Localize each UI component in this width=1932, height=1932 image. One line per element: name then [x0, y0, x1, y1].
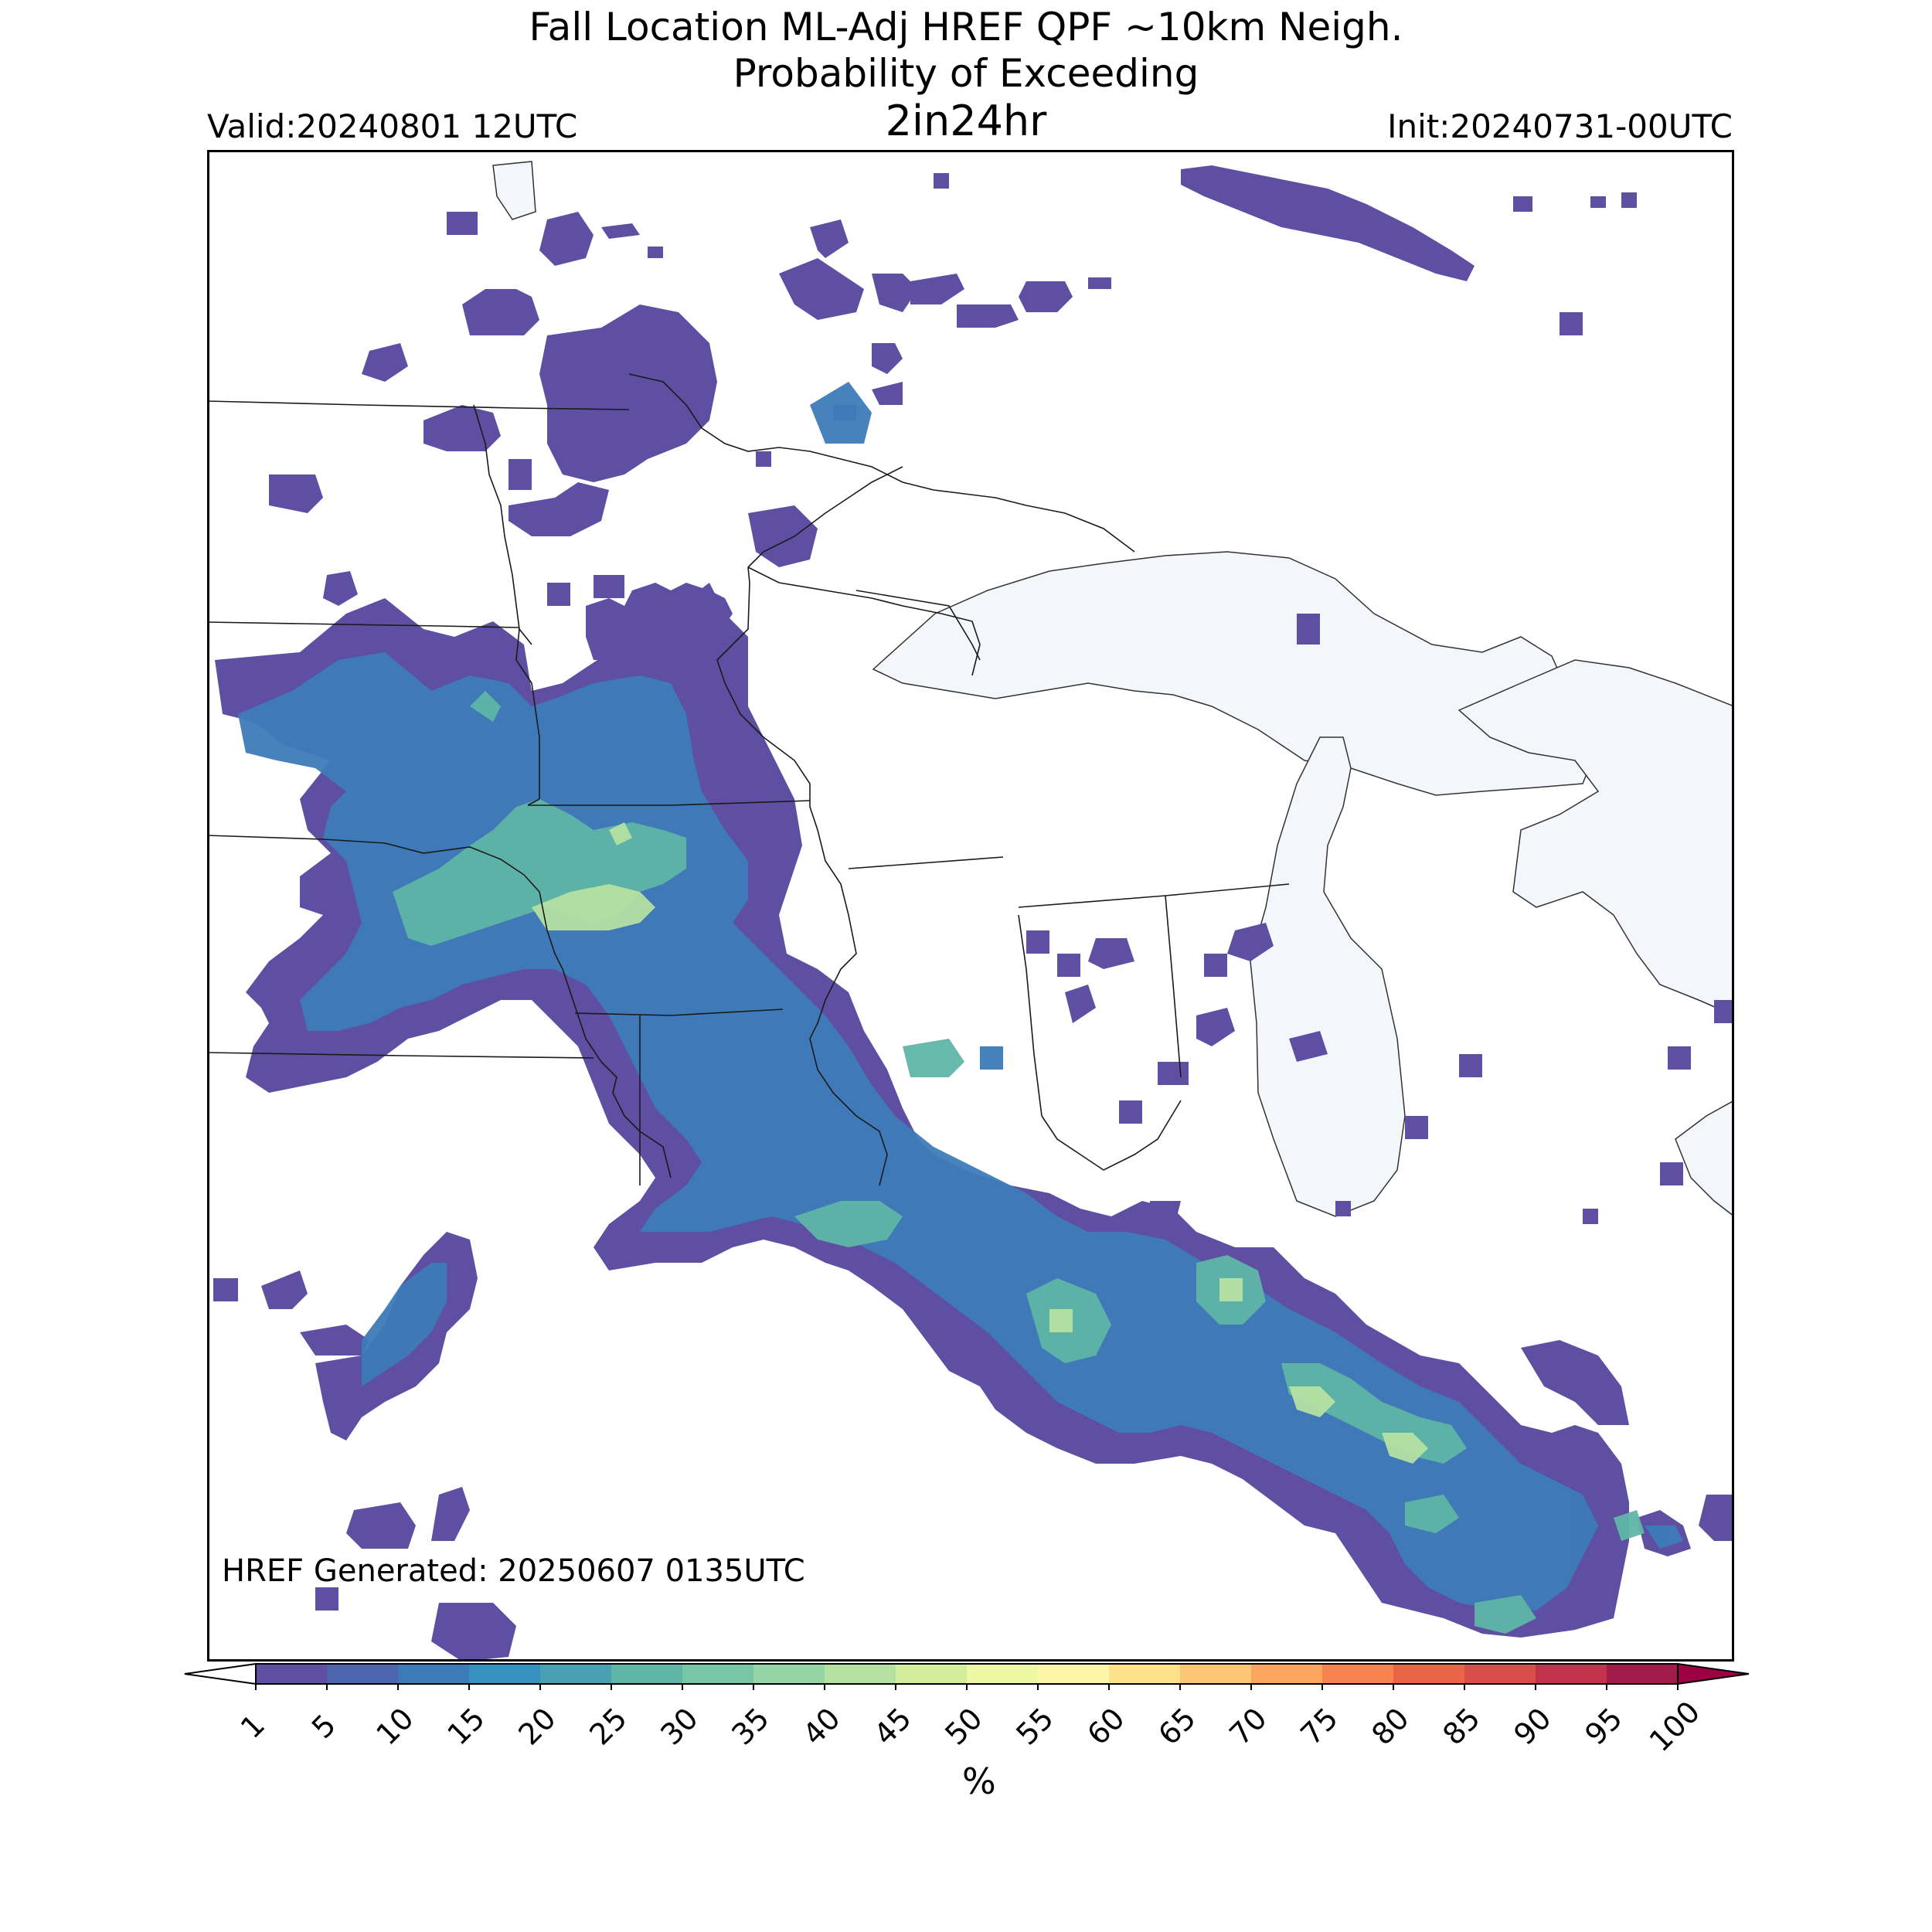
colorbar-swatch — [611, 1664, 683, 1684]
colorbar-swatch — [540, 1664, 612, 1684]
colorbar-tick-label: 95 — [1578, 1701, 1629, 1752]
lake-erie — [1675, 1100, 1734, 1217]
mn-west-border — [515, 628, 540, 799]
colorbar-swatch — [1322, 1664, 1394, 1684]
canada-us-border-east — [628, 373, 1027, 506]
red-river — [473, 404, 532, 645]
colorbar-swatch — [825, 1664, 896, 1684]
colorbar-swatch — [327, 1664, 399, 1684]
colorbar-swatch — [1251, 1664, 1323, 1684]
colorbar-swatch — [1038, 1664, 1110, 1684]
colorbar-tick-label: 45 — [867, 1701, 918, 1752]
ia-mo-border — [574, 1009, 784, 1016]
mississippi-upper — [716, 566, 857, 1039]
colorbar-swatch — [469, 1664, 541, 1684]
mi-wi-border — [747, 566, 981, 676]
colorbar-swatch — [1607, 1664, 1679, 1684]
colorbar-tick-label: 10 — [369, 1701, 420, 1752]
colorbar-swatch — [896, 1664, 968, 1684]
ne-ks-border — [207, 1052, 594, 1059]
colorbar-swatch — [1536, 1664, 1607, 1684]
nd-sd-line — [207, 621, 520, 628]
colorbar-tick-label: 50 — [938, 1701, 989, 1752]
probability-field — [213, 165, 1734, 1662]
great-lakes — [492, 161, 1734, 1217]
map-title-threshold: 2in24hr — [885, 97, 1047, 145]
missouri-river-south — [577, 1015, 672, 1179]
missouri-river — [523, 874, 579, 1016]
colorbar-tick-label: 1 — [233, 1707, 272, 1746]
colorbar-tick-label: 15 — [440, 1701, 492, 1752]
political-borders — [207, 373, 1290, 1186]
sd-ne-border — [207, 835, 525, 876]
colorbar-swatch — [753, 1664, 825, 1684]
mn-west-south — [527, 798, 540, 806]
colorbar-tick-label: 100 — [1642, 1694, 1707, 1759]
colorbar-under-extension — [184, 1662, 257, 1685]
colorbar-tick-label: 70 — [1223, 1701, 1274, 1752]
colorbar-unit-label: % — [962, 1760, 996, 1802]
valid-time-label: Valid:20240801 12UTC — [207, 107, 578, 145]
il-in-border — [1018, 914, 1043, 1117]
in-oh-border — [1165, 895, 1182, 1078]
colorbar-tick-label: 5 — [304, 1707, 343, 1746]
lake-of-the-woods — [492, 161, 536, 220]
mn-ia-border — [528, 800, 811, 806]
init-time-label: Init:20240731-00UTC — [1387, 107, 1733, 145]
colorbar-swatch — [1109, 1664, 1181, 1684]
colorbar-tick-label: 65 — [1151, 1701, 1202, 1752]
mississippi-lower — [809, 1038, 888, 1186]
ontario-border — [1026, 505, 1135, 553]
colorbar-tick-label: 35 — [725, 1701, 776, 1752]
colorbar-tick-label: 40 — [796, 1701, 847, 1752]
michigan-south-shore — [855, 590, 981, 661]
colorbar-swatch — [256, 1664, 328, 1684]
colorbar-tick-label: 25 — [583, 1701, 634, 1752]
prob-30-40 — [532, 822, 1428, 1464]
colorbar-outline — [255, 1663, 1679, 1685]
colorbar-swatch — [967, 1664, 1039, 1684]
generated-timestamp: HREF Generated: 20250607 0135UTC — [222, 1553, 805, 1589]
mi-in-oh-border — [1018, 883, 1290, 908]
wi-il-border — [848, 856, 1004, 869]
colorbar-tick-label: 90 — [1507, 1701, 1558, 1752]
colorbar-tick-label: 20 — [512, 1701, 563, 1752]
colorbar-swatch — [1180, 1664, 1252, 1684]
map-title-line-1: Fall Location ML-Adj HREF QPF ~10km Neig… — [529, 5, 1403, 49]
colorbar-swatch — [1464, 1664, 1536, 1684]
colorbar-tick-label: 85 — [1436, 1701, 1487, 1752]
colorbar-swatch — [682, 1664, 754, 1684]
colorbar-tick-label: 80 — [1365, 1701, 1416, 1752]
map-title-line-2: Probability of Exceeding — [733, 51, 1199, 96]
colorbar-tick-label: 75 — [1294, 1701, 1345, 1752]
colorbar-tick-label: 60 — [1080, 1701, 1131, 1752]
colorbar-tick-label: 55 — [1009, 1701, 1060, 1752]
colorbar-swatch — [398, 1664, 470, 1684]
probability-map — [207, 150, 1734, 1662]
up-michigan-shore — [747, 466, 903, 568]
colorbar-over-extension — [1677, 1662, 1750, 1685]
ohio-river — [1041, 1100, 1182, 1171]
colorbar-swatch — [1393, 1664, 1465, 1684]
colorbar-tick-label: 30 — [654, 1701, 705, 1752]
canada-us-border-west — [207, 400, 630, 410]
lake-superior — [872, 551, 1599, 796]
lake-huron — [1458, 659, 1734, 1016]
